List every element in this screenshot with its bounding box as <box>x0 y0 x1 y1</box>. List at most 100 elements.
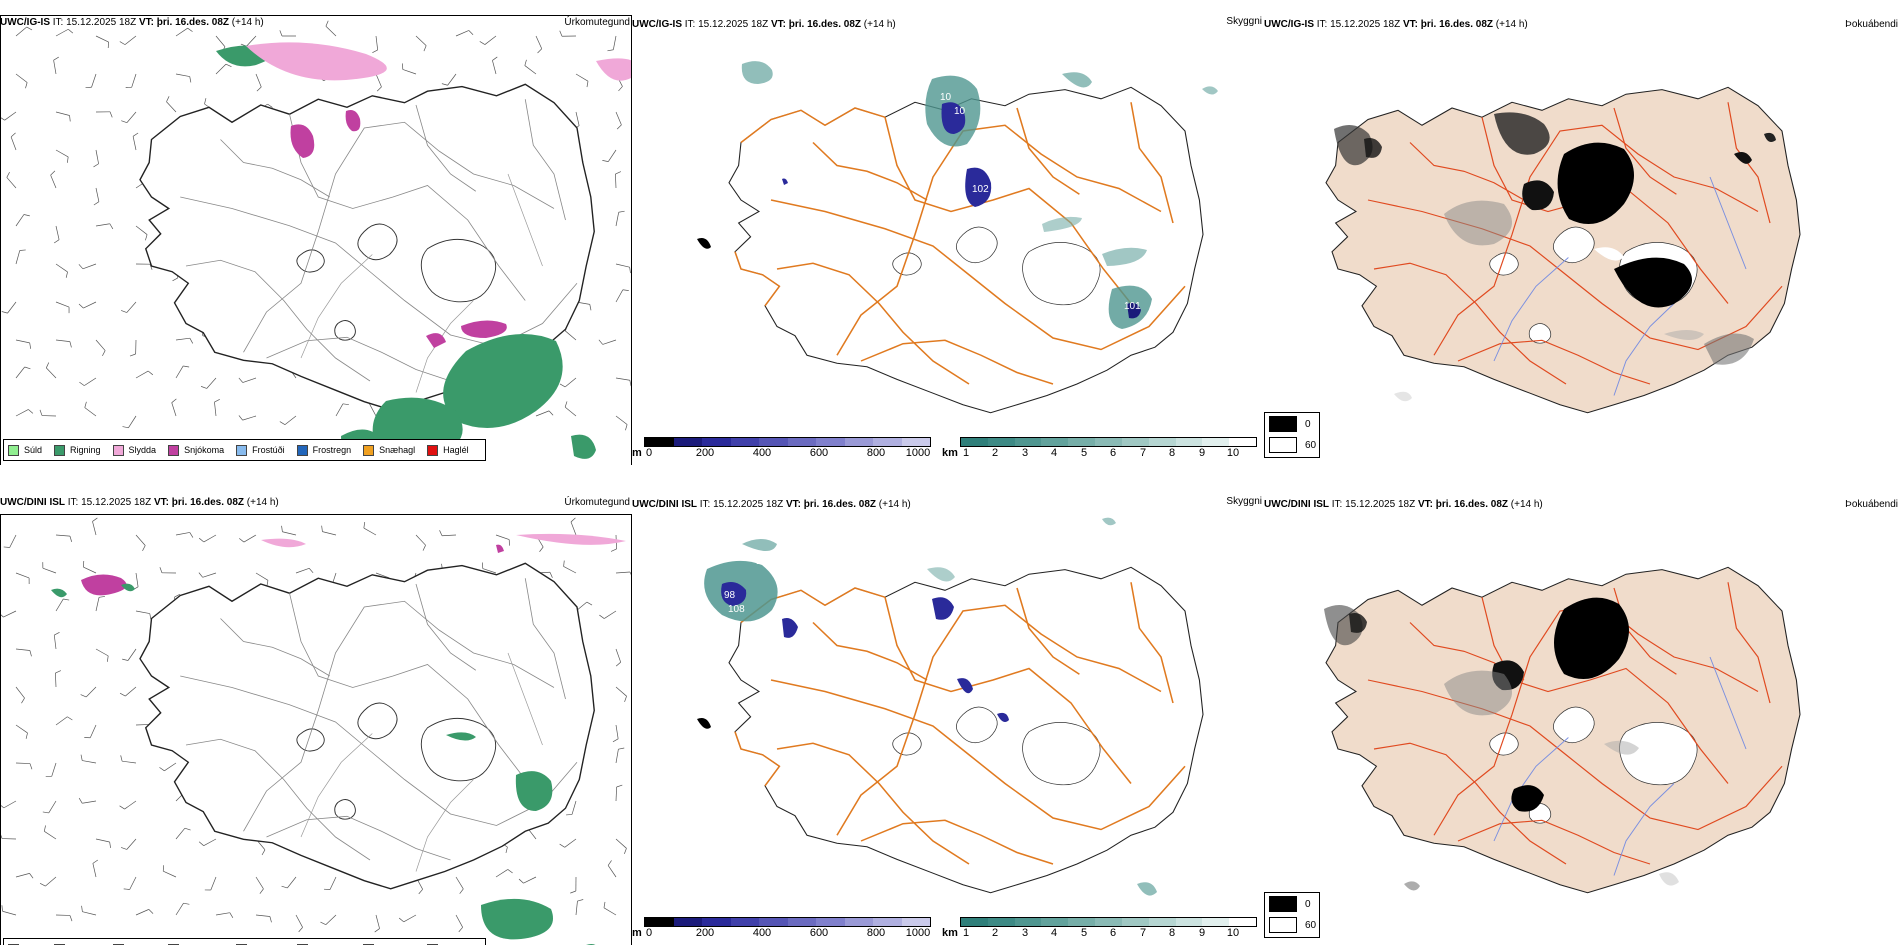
fog-legend-label: 0 <box>1305 418 1311 430</box>
wind-barb <box>535 35 543 49</box>
legend-item: Haglél <box>427 943 469 945</box>
vt-value: þri. 16.des. 08Z <box>788 19 862 30</box>
fog-map-svg <box>1324 566 1801 894</box>
wind-barb <box>132 136 137 151</box>
wind-barb-tick <box>325 20 329 27</box>
fog-legend-row: 0 <box>1269 896 1311 912</box>
wind-barb <box>607 149 617 162</box>
panel-header: UWC/DINI ISL IT: 15.12.2025 18Z VT: þri.… <box>632 496 1264 515</box>
wind-barb <box>615 724 619 739</box>
wind-barb-tick <box>610 548 617 552</box>
wind-barb-tick <box>479 41 486 45</box>
wind-barb <box>126 111 137 123</box>
vt-label: VT: <box>138 17 154 28</box>
vt-label: VT: <box>785 499 801 510</box>
legend-swatch <box>236 943 248 945</box>
legend-label: Snjókoma <box>184 944 224 945</box>
wind-barb <box>571 800 577 815</box>
wind-barb-tick <box>10 132 16 138</box>
visibility-areas <box>697 517 1157 896</box>
colorbar-segment <box>1229 918 1256 926</box>
wind-barb <box>255 73 262 88</box>
legend-swatch <box>363 943 375 945</box>
wind-barb <box>55 263 68 273</box>
colorbar-segment <box>961 438 988 446</box>
precip-legend: Súld Rigning Slydda Snjókoma Frostúði Fr… <box>3 439 486 461</box>
wind-barb-tick <box>149 613 152 620</box>
wind-barb-tick <box>132 132 139 137</box>
colorbar-segment <box>1121 438 1149 446</box>
wind-barb-tick <box>616 124 622 130</box>
wind-barb-tick <box>102 350 106 357</box>
legend-label: Súld <box>24 944 42 945</box>
wind-barb <box>575 73 589 82</box>
wind-barb <box>82 760 97 764</box>
wind-barb-tick <box>598 339 603 345</box>
wind-barb-tick <box>342 403 349 406</box>
wind-barb-tick <box>50 170 56 176</box>
precip-map-svg <box>1 20 631 459</box>
wind-barb-tick <box>559 30 563 37</box>
wind-barb-tick <box>92 517 98 522</box>
wind-barb <box>175 365 184 379</box>
legend-label: Frostregn <box>313 944 352 945</box>
wind-barb <box>55 598 64 612</box>
contour-label: 98 <box>724 590 736 601</box>
colorbar-tick: 5 <box>1080 447 1088 459</box>
wind-barb <box>615 377 630 381</box>
colorbar-segment <box>844 438 873 446</box>
wind-barb-tick <box>563 560 565 567</box>
wind-barb <box>492 60 497 75</box>
wind-barb <box>615 686 627 697</box>
wind-barb <box>53 60 57 75</box>
wind-barb-tick <box>69 115 71 122</box>
legend-swatch <box>236 444 248 456</box>
wind-barb-tick <box>1 834 3 839</box>
wind-barb-tick <box>149 264 153 270</box>
wind-barb <box>95 597 100 612</box>
wind-barb-tick <box>63 598 70 601</box>
wind-barb-tick <box>603 901 606 908</box>
wind-barb <box>203 534 217 543</box>
colorbar-tick: 7 <box>1139 447 1147 459</box>
param-title: Úrkomutegund <box>564 17 630 28</box>
precip-areas <box>51 533 626 945</box>
lead-time: (+14 h) <box>878 499 911 510</box>
colorbar-segment <box>987 438 1015 446</box>
wind-barb-tick <box>607 860 612 866</box>
wind-barb-tick <box>55 670 62 674</box>
wind-barb-tick <box>67 716 73 721</box>
wind-barb-tick <box>159 767 165 772</box>
lead-time: (+14 h) <box>1495 19 1528 30</box>
wind-barb <box>215 912 230 916</box>
wind-barb-tick <box>183 365 190 368</box>
contour-label: 101 <box>1124 301 1141 312</box>
colorbar-segment <box>1121 918 1149 926</box>
legend-swatch <box>427 943 439 945</box>
fog-map-svg <box>1325 86 1801 414</box>
wind-barb <box>95 149 99 164</box>
colorbar-tick: 6 <box>1109 447 1117 459</box>
wind-barb-tick <box>122 658 129 661</box>
panel-header: UWC/IG-IS IT: 15.12.2025 18Z VT: þri. 16… <box>1264 19 1900 35</box>
wind-barb <box>604 610 617 619</box>
fog-legend-swatch <box>1269 896 1297 912</box>
panel-header: UWC/DINI ISL IT: 15.12.2025 18Z VT: þri.… <box>0 497 632 513</box>
colorbar-segment <box>1095 438 1122 446</box>
ceiling-colorbar-scale <box>644 917 931 927</box>
colorbar-tick: 200 <box>695 447 715 459</box>
wind-barb <box>15 648 30 651</box>
it-value: 15.12.2025 18Z <box>698 19 769 30</box>
wind-barb <box>131 73 137 88</box>
legend-label: Haglél <box>443 944 469 945</box>
colorbar-segment <box>787 438 816 446</box>
wind-barb <box>329 876 337 890</box>
wind-barb-tick <box>398 917 405 923</box>
wind-barb <box>166 101 177 113</box>
colorbar-tick: 3 <box>1021 927 1029 939</box>
wind-barb <box>135 534 146 546</box>
wind-barb <box>53 635 57 650</box>
wind-barb-tick <box>607 49 614 52</box>
wind-barb-tick <box>43 825 46 832</box>
ceiling-colorbar: m 0 200 400 600 800 1000 <box>632 917 937 945</box>
